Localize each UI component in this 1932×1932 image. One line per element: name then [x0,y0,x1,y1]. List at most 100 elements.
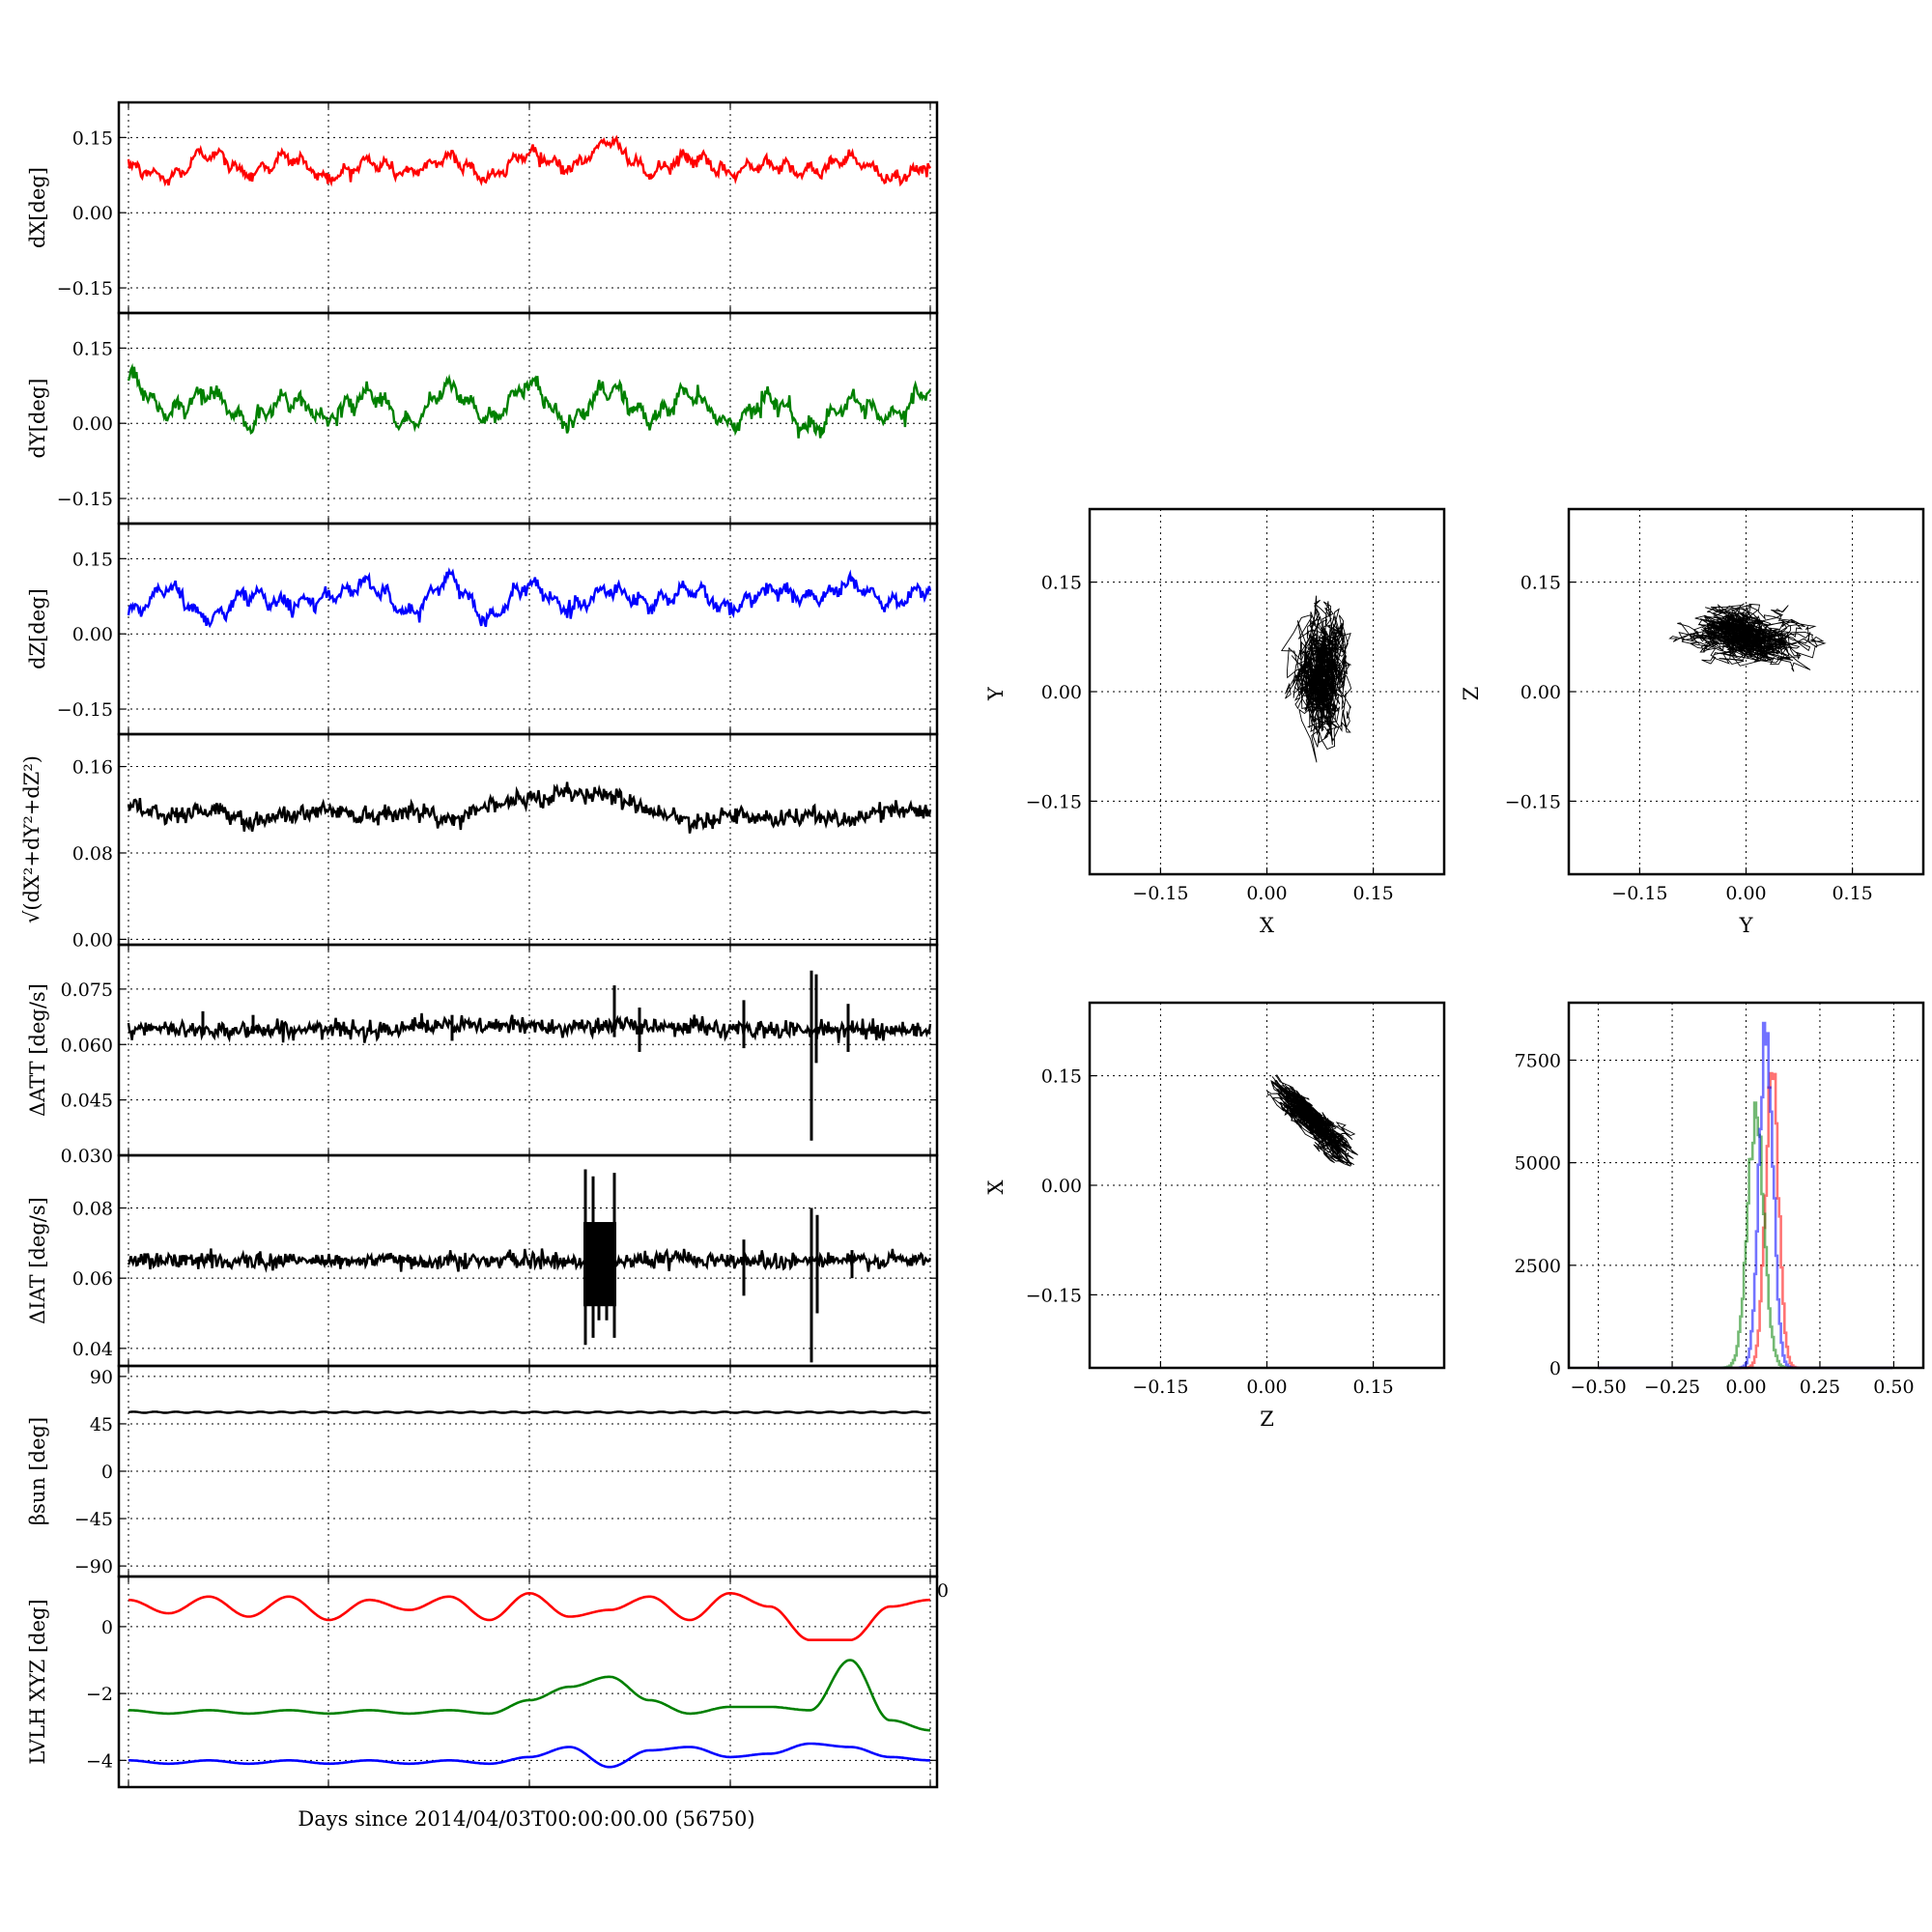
y-axis-label: ΔIAT [deg/s] [26,1197,49,1324]
y-tick-label: 45 [90,1414,113,1435]
x-axis-label: Y [1739,914,1754,937]
series-line-black [127,1012,932,1043]
y-tick-label: 0 [1549,1358,1561,1379]
x-tick-label: −0.15 [1132,1377,1188,1398]
panel-frame [117,522,939,736]
time-series-stack: 0.15 0.00 −0.15 dX[deg] 0.15 0.00 −0.15 dY[deg]… [20,100,939,1789]
y-tick-label: 0.15 [1041,573,1082,594]
y-axis-label: dZ[deg] [26,588,49,669]
scatter-panel-3: −0.15 −0.15 0.00 0.00 0.15 0.15 Z X [984,1001,1446,1431]
series-line-black [127,1247,932,1273]
timeseries-panel-5: 0.075 0.060 0.045 0.030 ΔATT [deg/s] [26,943,939,1167]
scatter-panel-1: −0.15 −0.15 0.00 0.00 0.15 0.15 X Y [984,507,1446,937]
y-tick-label: 0.00 [1520,682,1561,703]
histogram-red [1598,1071,1893,1370]
y-axis-label: dY[deg] [26,378,49,458]
y-tick-label: 0 [101,1617,113,1638]
y-tick-label: −0.15 [57,278,113,299]
panel-frame [117,311,939,526]
series-line-blue [127,567,932,629]
scatter-trace [1266,1074,1358,1167]
scatter-panel-2: −0.15 −0.15 0.00 0.00 0.15 0.15 Y Z [1460,507,1925,937]
scatter-trace [1668,603,1827,672]
stray-tick-label: 0 [937,1580,949,1602]
y-tick-label: −0.15 [57,489,113,510]
x-tick-label: 0.15 [1352,883,1393,904]
y-tick-label: 2500 [1515,1256,1561,1277]
series-line-green [128,1659,930,1732]
histogram-panel: −0.50 −0.25 0.00 0.25 0.50 7500 5000 2500 0 [1515,1001,1925,1398]
y-tick-label: 0.15 [1520,573,1561,594]
y-tick-label: 0.08 [72,1199,113,1220]
x-axis-label: Z [1260,1407,1274,1431]
y-tick-label: 0.15 [72,549,113,570]
series-line-red [127,134,932,187]
y-tick-label: 0.15 [72,338,113,359]
y-tick-label: 0.08 [72,843,113,865]
series-line-green [127,362,932,439]
y-tick-label: 0.00 [72,624,113,645]
y-tick-label: −45 [74,1509,113,1530]
y-tick-label: 0.045 [61,1091,113,1112]
y-tick-label: 0.00 [72,413,113,435]
timeseries-panel-2: 0.15 0.00 −0.15 dY[deg] [26,311,939,526]
left-x-axis-label: Days since 2014/04/03T00:00:00.00 (56750… [298,1807,754,1831]
timeseries-panel-8: 0 −2 −4 LVLH XYZ [deg] [26,1575,939,1789]
panel-frame [117,943,939,1157]
timeseries-panel-3: 0.15 0.00 −0.15 dZ[deg] [26,522,939,736]
y-axis-label: dX[deg] [26,167,49,248]
y-axis-label: ΔATT [deg/s] [26,983,49,1117]
panel-frame [1088,507,1446,876]
y-tick-label: 0.04 [72,1339,113,1360]
y-axis-label: X [984,1179,1008,1194]
series-line-black [127,781,932,834]
y-tick-label: 0.060 [61,1035,113,1056]
y-axis-label: LVLH XYZ [deg] [26,1599,49,1764]
x-tick-label: 0.00 [1246,1377,1287,1398]
panel-frame [1088,1001,1446,1370]
panel-frame [1567,507,1925,876]
y-tick-label: −0.15 [57,699,113,721]
panel-frame [117,100,939,315]
panel-frame [1567,1001,1925,1370]
series-line-blue [128,1742,930,1769]
timeseries-panel-6: 0.08 0.06 0.04 ΔIAT [deg/s] [26,1153,939,1368]
y-tick-label: −0.15 [1505,791,1561,812]
y-tick-label: 0.030 [61,1146,113,1167]
y-tick-label: 0.00 [72,929,113,951]
x-tick-label: 0.25 [1800,1377,1840,1398]
y-axis-label: Y [984,686,1008,701]
y-axis-label: √(dX²+dY²+dZ²) [20,755,43,923]
x-tick-label: 0.15 [1832,883,1872,904]
y-tick-label: 0.00 [1041,682,1082,703]
x-tick-label: −0.25 [1644,1377,1700,1398]
scatter-trace [1280,595,1352,763]
y-tick-label: 0.075 [61,980,113,1001]
y-tick-label: 0.06 [72,1268,113,1290]
y-tick-label: 0.15 [1041,1066,1082,1088]
y-tick-label: −4 [86,1750,113,1772]
timeseries-panel-4: 0.16 0.08 0.00 √(dX²+dY²+dZ²) [20,732,939,951]
timeseries-panel-7: 90 45 0 −45 −90 βsun [deg] [26,1364,939,1578]
panel-frame [117,1575,939,1789]
panel-frame [117,732,939,947]
y-axis-label: βsun [deg] [26,1417,49,1525]
y-tick-label: −0.15 [1026,791,1082,812]
y-tick-label: 0.15 [72,128,113,149]
x-tick-label: 0.50 [1873,1377,1914,1398]
x-tick-label: 0.00 [1725,1377,1766,1398]
series-line-black [128,1410,931,1414]
series-line-red [128,1591,930,1641]
x-tick-label: 0.15 [1352,1377,1393,1398]
y-tick-label: 7500 [1515,1050,1561,1071]
x-tick-label: −0.15 [1132,883,1188,904]
x-axis-label: X [1260,914,1274,937]
x-tick-label: 0.00 [1246,883,1287,904]
y-tick-label: −90 [74,1556,113,1577]
timeseries-panel-1: 0.15 0.00 −0.15 dX[deg] [26,100,939,315]
y-tick-label: −2 [86,1684,113,1705]
noise-burst [583,1222,616,1307]
y-axis-label: Z [1460,687,1483,701]
x-tick-label: −0.15 [1611,883,1667,904]
